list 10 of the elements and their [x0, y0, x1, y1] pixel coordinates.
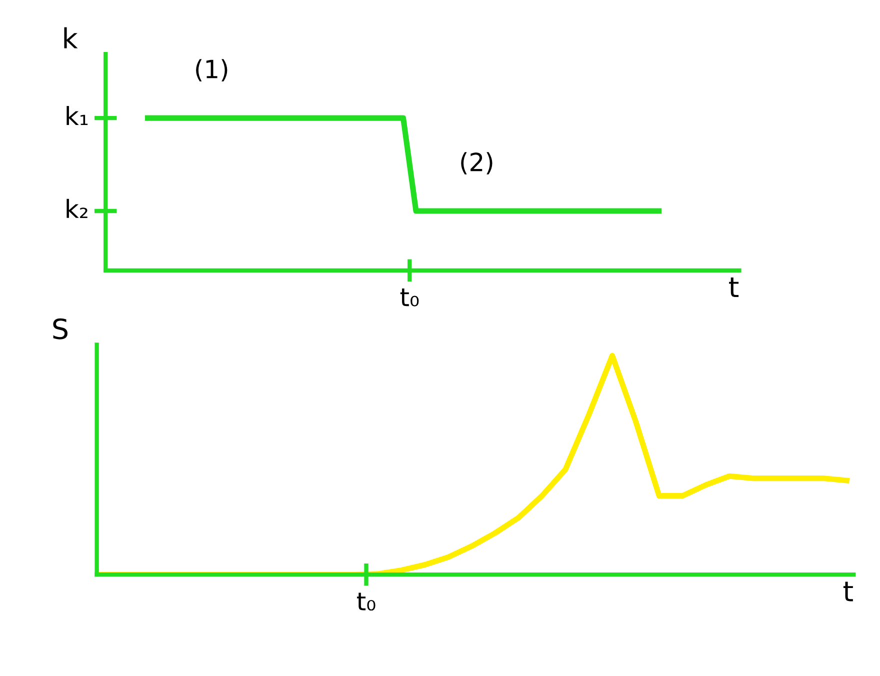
y-axis-title: S: [53, 318, 68, 340]
text: k₁: [66, 106, 88, 126]
text: (1): [196, 59, 228, 82]
text: k₂: [66, 198, 88, 218]
annotation: (2): [461, 152, 492, 174]
x-axis-title: t: [729, 278, 739, 298]
text: t₀: [400, 288, 419, 306]
text: t₀: [357, 592, 376, 611]
x-axis-title: t: [843, 582, 853, 602]
y-axis-title: k: [64, 27, 78, 48]
